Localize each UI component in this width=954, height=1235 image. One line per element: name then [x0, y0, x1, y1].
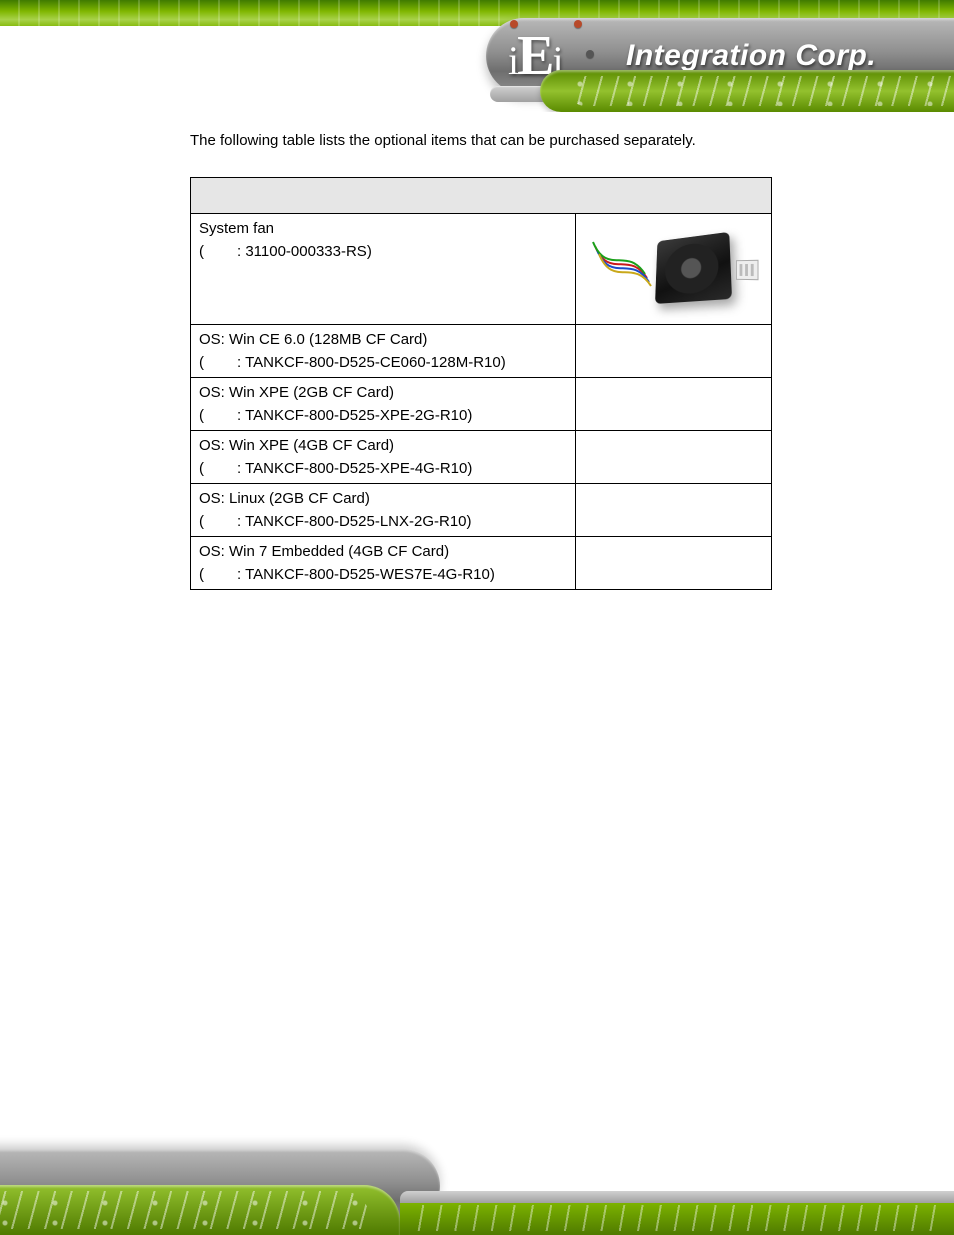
item-part-number: (: TANKCF-800-D525-LNX-2G-R10)	[199, 513, 567, 530]
item-image-cell	[576, 537, 772, 590]
header-green-curve	[540, 70, 954, 112]
item-image-cell	[576, 431, 772, 484]
item-image-cell	[576, 325, 772, 378]
part-number-prefix: (	[199, 243, 237, 260]
part-number-prefix: (	[199, 407, 237, 424]
intro-text: The following table lists the optional i…	[190, 132, 772, 149]
item-label: OS: Win XPE (4GB CF Card)	[199, 437, 567, 454]
item-label: OS: Win 7 Embedded (4GB CF Card)	[199, 543, 567, 560]
item-image-cell	[576, 378, 772, 431]
item-label: OS: Win XPE (2GB CF Card)	[199, 384, 567, 401]
part-number-prefix: (	[199, 460, 237, 477]
item-description-cell: OS: Win XPE (2GB CF Card) (: TANKCF-800-D…	[191, 378, 576, 431]
table-row: OS: Win XPE (2GB CF Card) (: TANKCF-800-D…	[191, 378, 772, 431]
table-row: OS: Win XPE (4GB CF Card) (: TANKCF-800-D…	[191, 431, 772, 484]
header-banner: i E i Integration Corp.	[0, 0, 954, 112]
footer-green-arc	[0, 1185, 400, 1235]
item-part-number: (: TANKCF-800-D525-XPE-2G-R10)	[199, 407, 567, 424]
item-label: OS: Linux (2GB CF Card)	[199, 490, 567, 507]
item-description-cell: OS: Linux (2GB CF Card) (: TANKCF-800-D52…	[191, 484, 576, 537]
item-description-cell: System fan (: 31100-000333-RS)	[191, 214, 576, 325]
item-image-cell	[576, 214, 772, 325]
part-number-code: : 31100-000333-RS)	[237, 243, 372, 260]
part-number-code: : TANKCF-800-D525-XPE-2G-R10)	[237, 407, 472, 424]
system-fan-image	[589, 224, 759, 314]
part-number-prefix: (	[199, 513, 237, 530]
item-description-cell: OS: Win XPE (4GB CF Card) (: TANKCF-800-D…	[191, 431, 576, 484]
item-description-cell: OS: Win 7 Embedded (4GB CF Card) (: TANKC…	[191, 537, 576, 590]
item-part-number: (: TANKCF-800-D525-WES7E-4G-R10)	[199, 566, 567, 583]
fan-connector-icon	[735, 260, 758, 280]
item-label: OS: Win CE 6.0 (128MB CF Card)	[199, 331, 567, 348]
part-number-code: : TANKCF-800-D525-XPE-4G-R10)	[237, 460, 472, 477]
item-part-number: (: 31100-000333-RS)	[199, 243, 567, 260]
item-part-number: (: TANKCF-800-D525-XPE-4G-R10)	[199, 460, 567, 477]
footer-right-strip	[400, 1201, 954, 1235]
brand-text: Integration Corp.	[626, 39, 876, 73]
fan-body-icon	[655, 232, 732, 304]
table-header	[191, 178, 772, 214]
item-image-cell	[576, 484, 772, 537]
table-row: OS: Win 7 Embedded (4GB CF Card) (: TANKC…	[191, 537, 772, 590]
part-number-code: : TANKCF-800-D525-WES7E-4G-R10)	[237, 566, 495, 583]
item-label: System fan	[199, 220, 567, 237]
page-content: The following table lists the optional i…	[190, 132, 772, 590]
part-number-prefix: (	[199, 354, 237, 371]
part-number-prefix: (	[199, 566, 237, 583]
table-row: OS: Linux (2GB CF Card) (: TANKCF-800-D52…	[191, 484, 772, 537]
item-description-cell: OS: Win CE 6.0 (128MB CF Card) (: TANKCF-…	[191, 325, 576, 378]
item-part-number: (: TANKCF-800-D525-CE060-128M-R10)	[199, 354, 567, 371]
footer-banner	[0, 1123, 954, 1235]
part-number-code: : TANKCF-800-D525-CE060-128M-R10)	[237, 354, 506, 371]
table-row: OS: Win CE 6.0 (128MB CF Card) (: TANKCF-…	[191, 325, 772, 378]
table-row: System fan (: 31100-000333-RS)	[191, 214, 772, 325]
optional-items-table: System fan(: 31100-000333-RS)OS: Win CE …	[190, 177, 772, 590]
part-number-code: : TANKCF-800-D525-LNX-2G-R10)	[237, 513, 472, 530]
